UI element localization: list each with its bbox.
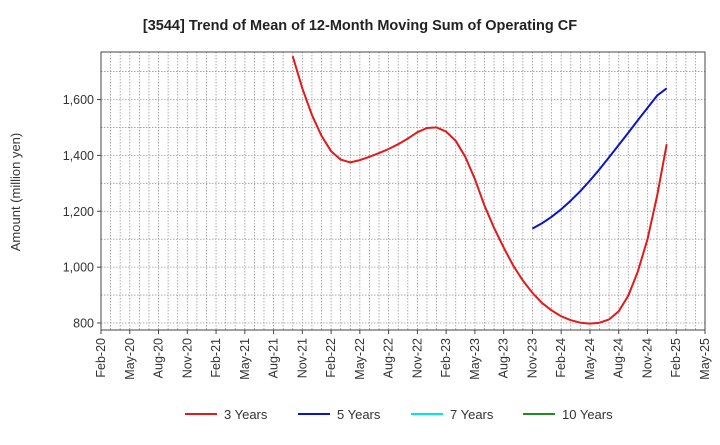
x-tick-label: Feb-22 bbox=[324, 338, 338, 378]
x-tick-label: May-24 bbox=[583, 338, 597, 380]
y-axis-ticks: 800 1,000 1,200 1,400 1,600 bbox=[63, 93, 101, 331]
x-tick-label: May-25 bbox=[698, 338, 712, 380]
x-tick-label: May-21 bbox=[238, 338, 252, 380]
y-tick-label: 1,600 bbox=[63, 93, 94, 107]
x-tick-label: Aug-22 bbox=[382, 338, 396, 378]
legend: 3 Years 5 Years 7 Years 10 Years bbox=[185, 407, 613, 422]
x-tick-label: Nov-24 bbox=[640, 338, 654, 378]
gridlines bbox=[101, 52, 705, 330]
x-tick-label: Feb-21 bbox=[209, 338, 223, 378]
x-tick-label: Feb-20 bbox=[94, 338, 108, 378]
y-tick-label: 800 bbox=[73, 317, 94, 331]
x-tick-label: Nov-21 bbox=[295, 338, 309, 378]
x-tick-label: Aug-24 bbox=[612, 338, 626, 378]
legend-label-10-years: 10 Years bbox=[562, 407, 613, 422]
plot-frame bbox=[100, 51, 706, 331]
x-tick-label: May-23 bbox=[468, 338, 482, 380]
y-tick-label: 1,200 bbox=[63, 205, 94, 219]
legend-label-7-years: 7 Years bbox=[450, 407, 494, 422]
x-tick-label: Nov-22 bbox=[410, 338, 424, 378]
x-tick-label: Aug-21 bbox=[267, 338, 281, 378]
series-lines bbox=[291, 55, 668, 325]
x-tick-label: Feb-25 bbox=[669, 338, 683, 378]
x-tick-label: Aug-23 bbox=[497, 338, 511, 378]
y-tick-label: 1,000 bbox=[63, 261, 94, 275]
y-tick-label: 1,400 bbox=[63, 149, 94, 163]
legend-label-3-years: 3 Years bbox=[224, 407, 268, 422]
x-tick-label: Nov-23 bbox=[525, 338, 539, 378]
legend-label-5-years: 5 Years bbox=[337, 407, 381, 422]
y-axis-label: Amount (million yen) bbox=[8, 133, 23, 252]
x-tick-label: May-20 bbox=[123, 338, 137, 380]
x-tick-label: Feb-23 bbox=[439, 338, 453, 378]
chart-title: [3544] Trend of Mean of 12-Month Moving … bbox=[143, 18, 577, 34]
x-tick-label: Feb-24 bbox=[554, 338, 568, 378]
x-tick-label: May-22 bbox=[353, 338, 367, 380]
x-tick-label: Nov-20 bbox=[180, 338, 194, 378]
x-axis-ticks: Feb-20 May-20 Aug-20 Nov-20 Feb-21 May-21 Aug-… bbox=[94, 330, 712, 380]
series-line-5-years bbox=[531, 87, 668, 230]
series-line-3-years bbox=[291, 55, 668, 325]
x-tick-label: Aug-20 bbox=[152, 338, 166, 378]
